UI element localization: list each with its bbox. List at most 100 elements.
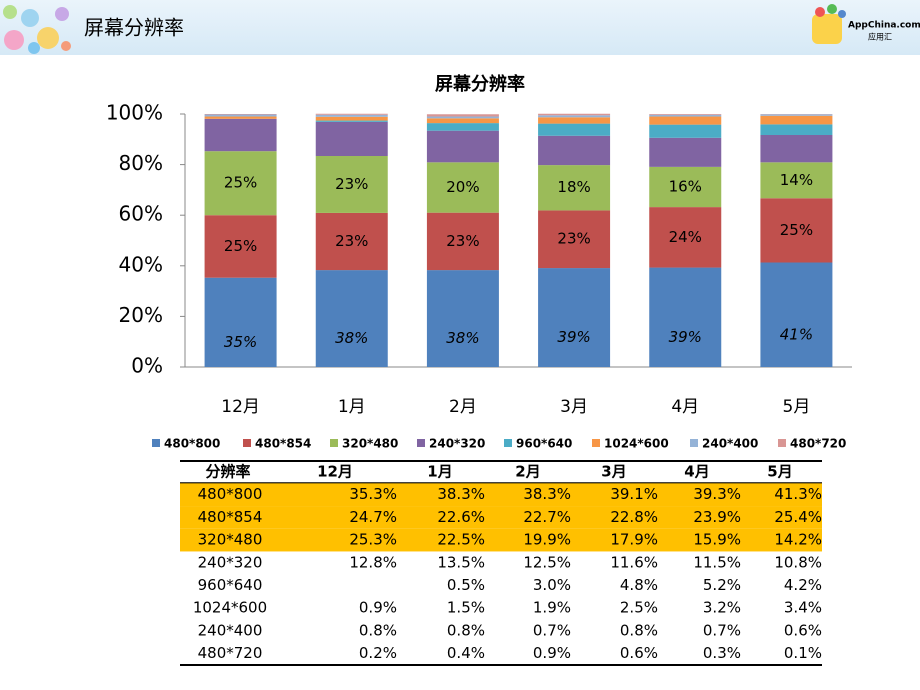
decor-dots [3, 5, 71, 54]
table-cell: 35.3% [349, 485, 397, 503]
bar-segment [649, 267, 722, 367]
data-label: 39% [669, 328, 702, 346]
table-cell: 0.1% [784, 644, 822, 662]
table-cell: 25.3% [349, 531, 397, 549]
bar-segment [204, 277, 277, 367]
x-tick-label: 3月 [560, 397, 588, 417]
table-cell: 24.7% [349, 508, 397, 526]
table-cell: 1.9% [533, 599, 571, 617]
logo-text: AppChina.com [848, 21, 920, 31]
bar-segment [538, 135, 611, 166]
data-label: 38% [335, 329, 368, 347]
bar-segment [538, 117, 611, 124]
data-label: 25% [224, 237, 257, 255]
table-cell: 480*854 [198, 508, 263, 526]
bar-segment [426, 116, 499, 119]
table-cell: 4.8% [620, 576, 658, 594]
data-label: 20% [446, 178, 479, 196]
bar-segment [760, 134, 833, 163]
table-cell: 10.8% [774, 553, 822, 571]
table-cell: 240*400 [198, 621, 263, 639]
table-cell: 13.5% [437, 553, 485, 571]
bar-segment [538, 165, 611, 211]
table-cell: 960*640 [198, 576, 263, 594]
bar-segment [538, 123, 611, 136]
bar-segment [315, 155, 388, 213]
table-cell: 22.8% [610, 508, 658, 526]
legend-swatch [152, 439, 160, 447]
data-label: 18% [557, 178, 590, 196]
table-cell: 0.7% [533, 621, 571, 639]
legend-label: 480*720 [790, 437, 846, 451]
bar-segment [538, 210, 611, 269]
table-cell: 15.9% [693, 531, 741, 549]
legend-label: 320*480 [342, 437, 398, 451]
table-header: 3月 [601, 463, 626, 481]
bar-segment [649, 137, 722, 167]
bar-segment [538, 115, 611, 118]
table-cell: 14.2% [774, 531, 822, 549]
table-header: 5月 [767, 463, 792, 481]
slide-title: 屏幕分辨率 [84, 16, 184, 40]
table-cell: 0.2% [359, 644, 397, 662]
table-cell: 38.3% [523, 485, 571, 503]
table-cell: 320*480 [198, 531, 263, 549]
table-cell: 0.8% [447, 621, 485, 639]
bar-segment [649, 114, 722, 117]
legend-swatch [778, 439, 786, 447]
legend-label: 240*400 [702, 437, 758, 451]
bar-segment [204, 114, 277, 117]
bar-segment [426, 162, 499, 213]
data-label: 23% [335, 232, 368, 250]
x-tick-label: 1月 [338, 397, 366, 417]
table-cell: 0.8% [620, 621, 658, 639]
table-cell: 25.4% [774, 508, 822, 526]
table-cell: 12.8% [349, 553, 397, 571]
data-label: 23% [446, 232, 479, 250]
table-cell: 0.4% [447, 644, 485, 662]
bar-segment [204, 215, 277, 278]
bar-segment [426, 270, 499, 367]
legend-swatch [690, 439, 698, 447]
table-cell: 0.7% [703, 621, 741, 639]
bar-segment [760, 198, 833, 263]
table-cell: 0.6% [784, 621, 822, 639]
table-cell: 38.3% [437, 485, 485, 503]
bar-segment [538, 113, 611, 116]
table-cell: 22.6% [437, 508, 485, 526]
data-label: 14% [780, 171, 813, 189]
table-cell: 0.9% [359, 599, 397, 617]
table-cell: 2.5% [620, 599, 658, 617]
logo: AppChina.com 应用汇 [812, 4, 920, 44]
table-cell: 5.2% [703, 576, 741, 594]
chart-title: 屏幕分辨率 [435, 73, 525, 95]
bar-segment [538, 268, 611, 367]
bar-segment [426, 114, 499, 117]
table-cell: 1024*600 [193, 599, 267, 617]
table-cell: 0.3% [703, 644, 741, 662]
legend-label: 240*320 [429, 437, 485, 451]
data-label: 35% [224, 333, 257, 351]
legend-label: 960*640 [516, 437, 572, 451]
data-label: 23% [335, 175, 368, 193]
data-label: 23% [557, 230, 590, 248]
table-cell: 17.9% [610, 531, 658, 549]
data-label: 25% [224, 174, 257, 192]
bar-segment [760, 124, 833, 135]
table-header: 12月 [317, 463, 353, 481]
bar-segment [426, 123, 499, 131]
table-cell: 0.8% [359, 621, 397, 639]
table-cell: 11.5% [693, 553, 741, 571]
table-cell: 22.7% [523, 508, 571, 526]
x-tick-label: 2月 [449, 397, 477, 417]
data-label: 39% [557, 328, 590, 346]
legend-swatch [243, 439, 251, 447]
bar-segment [315, 121, 388, 156]
table-cell: 0.9% [533, 644, 571, 662]
bar-segment [315, 113, 388, 115]
y-tick-label: 20% [119, 303, 163, 327]
bar-segment [760, 114, 833, 116]
y-tick-label: 40% [119, 252, 163, 276]
table-cell: 480*800 [198, 485, 263, 503]
